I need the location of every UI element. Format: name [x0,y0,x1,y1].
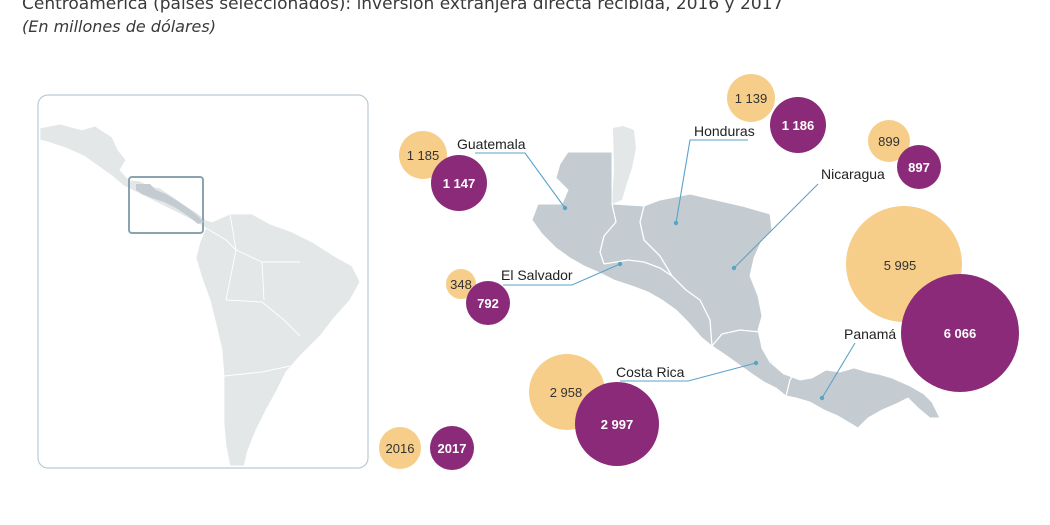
leader-line-guatemala [475,152,566,209]
legend-swatch-2017 [430,426,474,470]
legend-swatch-2016 [379,427,421,469]
value-2017-costa-rica: 2 997 [601,417,634,432]
bubble-2016-nicaragua [868,120,910,162]
leader-dot-costa-rica [753,360,759,366]
leader-dot-guatemala [562,205,568,211]
label-panama: Panamá [844,326,896,342]
legend: 2016 2017 [379,426,474,470]
bubble-2016-honduras [727,74,775,122]
bubble-2017-honduras [770,97,826,153]
legend-label-2017: 2017 [438,441,467,456]
leader-dot-honduras [673,220,679,226]
central-america-map [531,126,941,429]
bubble-2017-guatemala [431,155,487,211]
label-el-salvador: El Salvador [501,267,573,283]
country-labels: Guatemala Honduras Nicaragua El Salvador… [457,123,896,380]
bubble-2017-el-salvador [466,281,510,325]
inset-highlight-box [128,176,204,234]
value-2016-guatemala: 1 185 [407,148,440,163]
leader-line-panama [821,342,856,399]
leader-dots [562,205,825,401]
value-2016-costa-rica: 2 958 [550,385,583,400]
bubble-2017-panama [901,274,1019,392]
bubble-2017-nicaragua [897,145,941,189]
value-2017-guatemala: 1 147 [443,176,476,191]
value-2017-panama: 6 066 [944,326,977,341]
leader-dot-el-salvador [617,261,623,267]
leader-dot-nicaragua [731,265,737,271]
value-2017-nicaragua: 897 [908,160,930,175]
values-2017: 1 147 1 186 897 792 2 997 6 066 [443,118,977,432]
map-subtitle: (En millones de dólares) [22,17,216,36]
label-honduras: Honduras [694,123,755,139]
leader-line-costa-rica [620,362,757,382]
label-guatemala: Guatemala [457,136,526,152]
inset-central-america [136,184,204,224]
label-costa-rica: Costa Rica [616,364,685,380]
inset-borders [205,213,301,377]
country-borders [599,203,813,397]
bubbles-2017 [431,97,1019,466]
bubble-2016-el-salvador [446,269,476,299]
leader-line-honduras [675,139,748,224]
bubble-2017-costa-rica [575,382,659,466]
leader-line-el-salvador [503,263,621,286]
value-2016-nicaragua: 899 [878,134,900,149]
value-2016-el-salvador: 348 [450,277,472,292]
value-2017-honduras: 1 186 [782,118,815,133]
legend-label-2016: 2016 [386,441,415,456]
values-2016: 1 185 1 139 899 348 2 958 5 995 [407,91,917,400]
leader-lines [475,139,856,399]
label-nicaragua: Nicaragua [821,166,885,182]
leader-line-nicaragua [733,183,819,269]
central-america-land [531,151,941,429]
mexico-context-land [612,126,636,204]
bubble-2016-guatemala [399,131,447,179]
inset-map [37,94,369,469]
value-2016-honduras: 1 139 [735,91,768,106]
map-title: Centroamérica (países seleccionados): in… [22,0,784,14]
leader-dot-panama [819,395,825,401]
value-2017-el-salvador: 792 [477,296,499,311]
value-2016-panama: 5 995 [884,258,917,273]
